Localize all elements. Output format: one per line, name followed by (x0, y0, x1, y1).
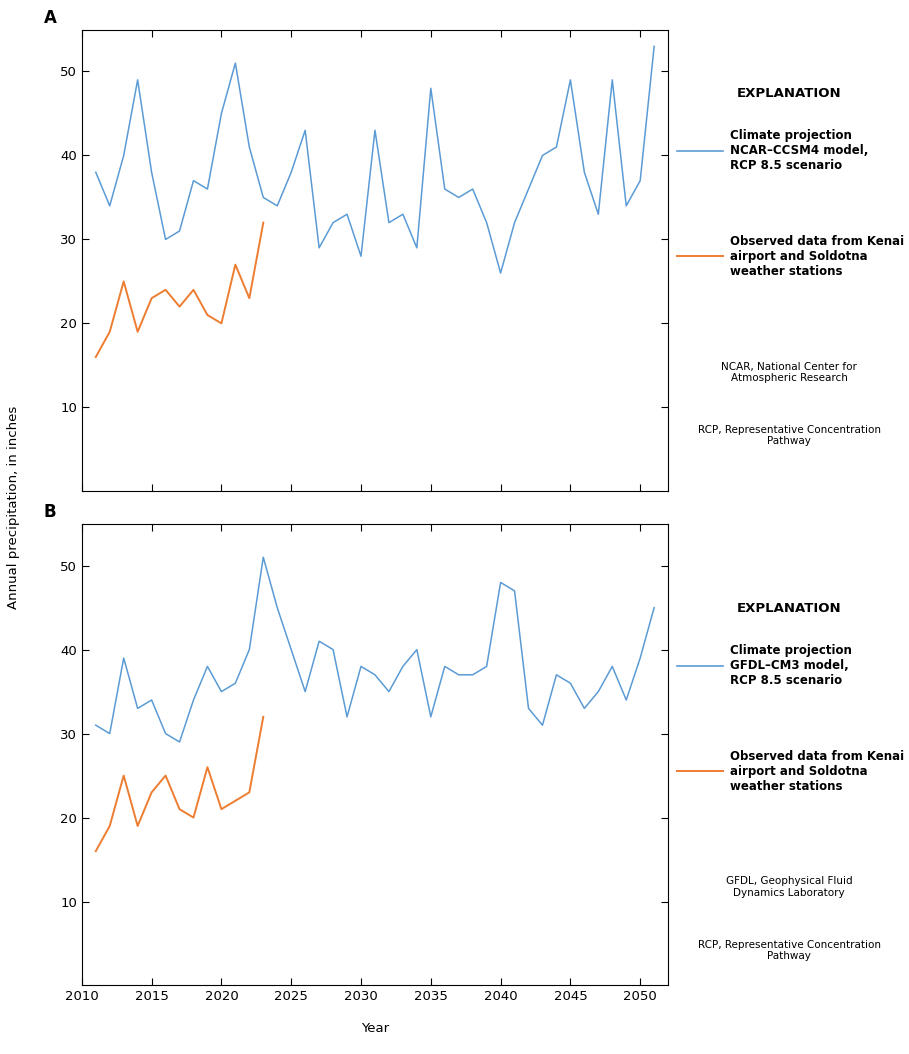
Text: Observed data from Kenai
airport and Soldotna
weather stations: Observed data from Kenai airport and Sol… (730, 235, 904, 277)
Text: A: A (44, 9, 56, 27)
Text: NCAR, National Center for
Atmospheric Research: NCAR, National Center for Atmospheric Re… (721, 362, 857, 383)
Text: EXPLANATION: EXPLANATION (736, 603, 842, 616)
Text: Observed data from Kenai
airport and Soldotna
weather stations: Observed data from Kenai airport and Sol… (730, 749, 904, 793)
Text: EXPLANATION: EXPLANATION (736, 87, 842, 100)
Text: Annual precipitation, in inches: Annual precipitation, in inches (7, 406, 20, 609)
Text: GFDL, Geophysical Fluid
Dynamics Laboratory: GFDL, Geophysical Fluid Dynamics Laborat… (725, 877, 853, 898)
Text: Year: Year (361, 1022, 389, 1035)
Text: Climate projection
GFDL–CM3 model,
RCP 8.5 scenario: Climate projection GFDL–CM3 model, RCP 8… (730, 644, 852, 687)
Text: RCP, Representative Concentration
Pathway: RCP, Representative Concentration Pathwa… (697, 425, 881, 446)
Text: RCP, Representative Concentration
Pathway: RCP, Representative Concentration Pathwa… (697, 940, 881, 961)
Text: B: B (44, 504, 56, 522)
Text: Climate projection
NCAR–CCSM4 model,
RCP 8.5 scenario: Climate projection NCAR–CCSM4 model, RCP… (730, 130, 868, 172)
